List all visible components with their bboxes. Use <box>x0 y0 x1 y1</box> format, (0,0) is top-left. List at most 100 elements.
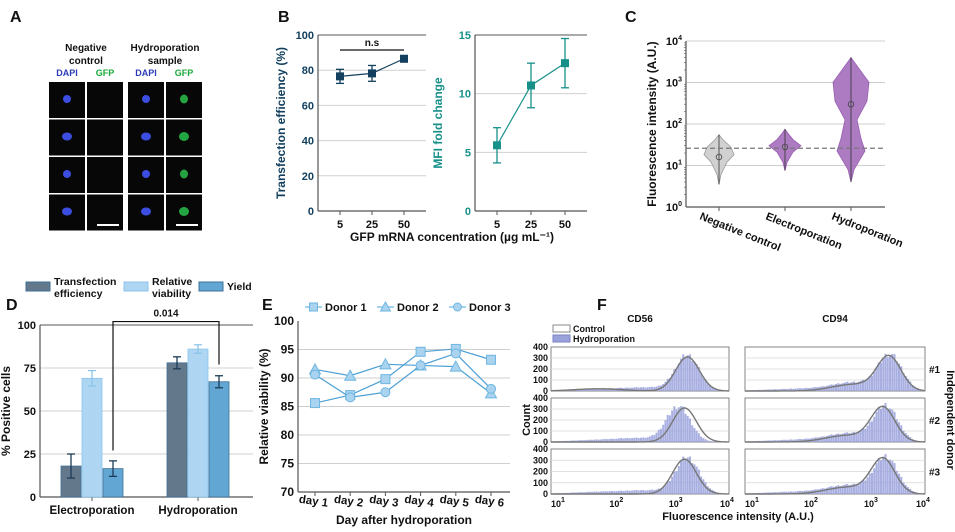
histogram-bar <box>711 386 714 391</box>
panel-label-D: D <box>6 297 18 314</box>
series-line <box>314 348 492 404</box>
y-axis-label: Relative viability (%) <box>257 348 271 464</box>
histogram-bar <box>668 480 671 494</box>
y-tick-label: 0 <box>465 206 471 218</box>
histogram-bar <box>891 353 894 391</box>
histogram-bar <box>644 437 647 442</box>
histogram-bar <box>642 489 645 494</box>
panelA-channel-label: GFP <box>175 68 194 78</box>
histogram-bar <box>582 492 585 494</box>
histogram-bar <box>810 387 813 391</box>
x-axis-label: Day after hydroporation <box>336 513 472 527</box>
histogram-bar <box>875 367 878 391</box>
histogram-bar <box>855 484 858 494</box>
data-point <box>400 54 408 63</box>
histogram-bar <box>866 477 869 494</box>
histogram-bar <box>693 362 696 391</box>
histogram-bar <box>848 433 851 442</box>
histogram-bar <box>848 382 851 391</box>
histogram-bar <box>677 465 680 494</box>
histogram-bar <box>691 360 694 391</box>
histogram-bar <box>889 459 892 494</box>
histogram-bar <box>633 387 636 391</box>
legend-label: Hydroporation <box>573 334 635 344</box>
histogram-bar <box>646 490 649 494</box>
histogram-bar <box>911 385 914 391</box>
histogram-bar <box>886 459 889 494</box>
histogram-bar <box>675 368 678 391</box>
histogram-bar <box>893 411 896 442</box>
y-tick-label: 75 <box>281 457 295 471</box>
histogram-bar <box>794 439 797 442</box>
y-tick-label: 0 <box>543 386 548 396</box>
data-point <box>380 387 391 398</box>
histogram-bar <box>664 484 667 494</box>
data-point <box>343 369 357 381</box>
histogram-bar <box>599 439 602 442</box>
data-point <box>310 369 320 380</box>
histogram-bar <box>693 464 696 494</box>
histogram-bar <box>877 362 880 391</box>
histogram-bar <box>891 460 894 494</box>
histogram-bar <box>615 438 618 442</box>
histogram-bar <box>767 389 770 391</box>
histogram-bar <box>801 491 804 494</box>
y-tick-label: 40 <box>302 136 314 148</box>
histogram-bar <box>769 440 772 442</box>
histogram-bar <box>871 375 874 391</box>
histogram-bar <box>767 440 770 442</box>
histogram-bar <box>628 490 631 494</box>
histogram-bar <box>682 406 685 442</box>
histogram-bar <box>686 457 689 494</box>
x-tick-label: 50 <box>559 219 571 231</box>
legend-swatch <box>198 281 224 292</box>
y-axis-label: Count <box>521 404 533 436</box>
histogram-bar <box>677 407 680 442</box>
legend-label: Relative <box>152 276 192 288</box>
histogram-bar <box>848 485 851 494</box>
gfp-cell <box>179 207 189 216</box>
histogram-bar <box>680 406 683 442</box>
histogram-bar <box>617 490 620 494</box>
data-point <box>561 59 569 68</box>
histogram-bar <box>778 492 781 494</box>
histogram-bar <box>841 433 844 442</box>
histogram-bar <box>593 491 596 494</box>
y-tick-label: 400 <box>533 342 548 352</box>
histogram-bar <box>787 491 790 494</box>
bar <box>208 381 230 498</box>
error-bar <box>88 369 96 387</box>
histogram-bar <box>599 388 602 391</box>
histogram-bar <box>619 490 622 494</box>
histogram-bar <box>586 388 589 391</box>
histogram-bar <box>772 389 775 391</box>
histogram-bar <box>697 433 700 442</box>
histogram-bar <box>597 491 600 494</box>
y-tick-label: 60 <box>302 100 314 112</box>
histogram-bar <box>702 438 705 442</box>
histogram-bar <box>835 434 838 442</box>
histogram-bar <box>837 485 840 494</box>
histogram-bar <box>880 362 883 391</box>
histogram-bar <box>823 436 826 442</box>
histogram-bar <box>579 389 582 391</box>
x-tick-label: 50 <box>398 219 410 231</box>
histogram-bar <box>675 470 678 494</box>
histogram-bar <box>579 440 582 442</box>
histogram-bar <box>577 492 580 494</box>
histogram-bar <box>882 405 885 442</box>
histogram-bar <box>673 406 676 442</box>
histogram-bar <box>900 476 903 494</box>
y-tick-label: 300 <box>533 404 548 414</box>
histogram-bar <box>803 388 806 391</box>
histogram-bar <box>595 491 598 494</box>
histogram-bar <box>682 456 685 494</box>
histogram-bar <box>673 471 676 494</box>
error-bar <box>173 356 181 370</box>
histogram-bar <box>675 409 678 442</box>
histogram-bar <box>613 491 616 494</box>
histogram-bar <box>792 439 795 442</box>
legend-swatch <box>25 281 51 292</box>
histogram-bar <box>686 355 689 391</box>
histogram-bar <box>830 486 833 494</box>
